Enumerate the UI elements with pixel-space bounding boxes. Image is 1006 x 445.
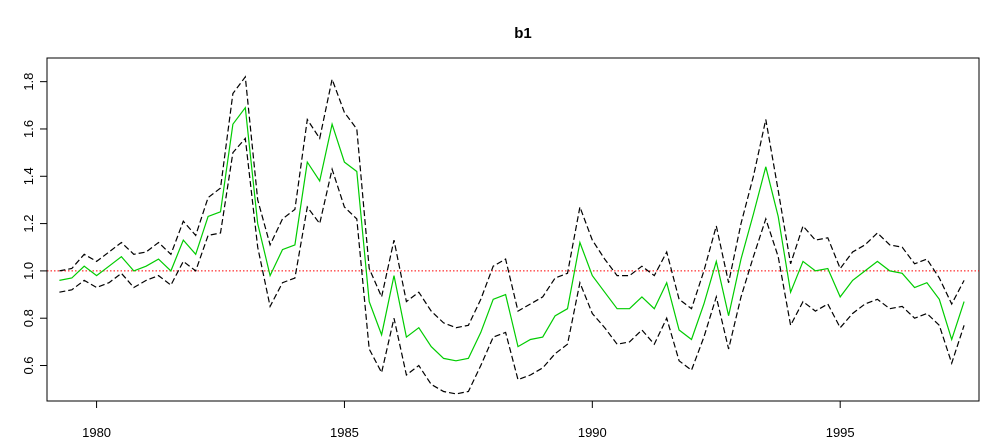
x-tick-label: 1990 [578,425,607,440]
confidence-band-line-2 [59,136,965,395]
x-tick-label: 1995 [826,425,855,440]
axis-layer: 1980 1985 1990 1995 0.6 0.8 1.0 1.2 1.4 1.6 1.8 [21,73,855,440]
plot-frame [46,57,980,402]
estimate-line [59,106,965,362]
x-tick-label: 1985 [330,425,359,440]
y-tick-label: 1.4 [21,167,36,185]
chart-title: b1 [514,25,532,42]
y-tick-label: 1.6 [21,120,36,138]
confidence-band-line-1 [59,75,965,329]
series-layer [59,75,965,395]
y-tick-label: 0.8 [21,309,36,327]
y-tick-label: 1.2 [21,215,36,233]
y-tick-label: 1.0 [21,262,36,280]
x-tick-label: 1980 [82,425,111,440]
y-tick-label: 1.8 [21,73,36,91]
y-tick-label: 0.6 [21,356,36,374]
